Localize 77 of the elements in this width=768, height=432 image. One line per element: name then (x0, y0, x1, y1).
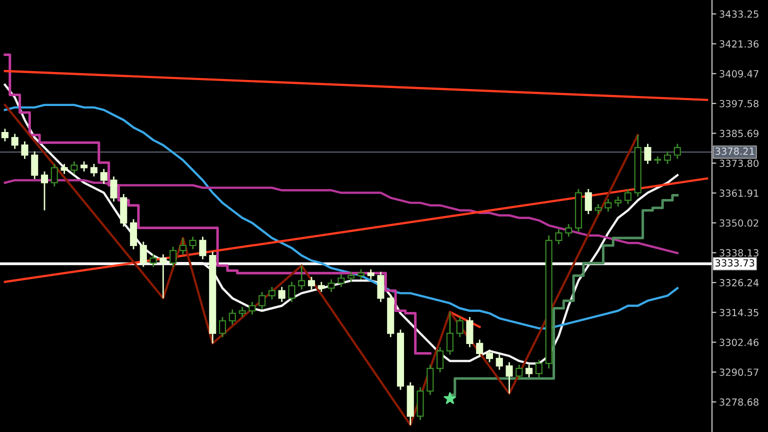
candlestick (31, 150, 38, 180)
candlestick (348, 271, 355, 283)
candlestick (664, 150, 672, 165)
y-tick-label: 3278.68 (720, 398, 758, 406)
candlestick (50, 163, 58, 188)
y-tick-label: 3290.57 (720, 368, 758, 376)
candlestick (496, 354, 503, 370)
y-tick-label: 3326.24 (720, 279, 759, 286)
candlestick (377, 271, 384, 303)
candlestick (110, 176, 118, 202)
candlestick (584, 188, 592, 215)
candlestick (565, 223, 572, 238)
candlestick (160, 254, 167, 299)
y-tick-label: 3361.91 (720, 189, 758, 197)
candlestick (90, 163, 98, 178)
candlestick (476, 338, 484, 358)
candlestick (238, 306, 246, 318)
y-tick-label: 3350.02 (720, 219, 758, 227)
candlestick (40, 170, 48, 212)
candlestick (486, 348, 494, 363)
candlestick (218, 316, 226, 338)
candlestick (644, 143, 652, 165)
candlestick (268, 286, 276, 300)
ref-line-label: 3378.21 (716, 148, 754, 155)
candlestick (318, 281, 325, 293)
candlestick (150, 254, 157, 268)
y-tick-label: 3373.80 (720, 160, 759, 167)
line-series (4, 104, 639, 426)
candlestick (594, 203, 602, 215)
y-tick-label: 3385.69 (720, 130, 758, 138)
candlestick (516, 364, 523, 380)
candlestick (426, 364, 434, 396)
candlestick (130, 218, 138, 250)
candlestick (436, 346, 444, 373)
candlestick (604, 198, 612, 212)
candlestick (466, 316, 474, 348)
candlestick (258, 291, 266, 310)
y-tick-label: 3302.46 (720, 338, 759, 346)
candlestick (288, 281, 296, 303)
candlestick (100, 168, 108, 185)
candlestick (357, 268, 364, 280)
candlestick (1, 128, 8, 142)
candlestick (140, 241, 147, 268)
y-tick-label: 3397.58 (720, 100, 758, 108)
y-tick-label: 3314.35 (720, 308, 758, 316)
candlestick (506, 362, 513, 394)
candlestick (179, 237, 186, 255)
candlestick (674, 143, 681, 160)
candlestick (338, 274, 345, 288)
candlestick (248, 301, 256, 316)
candlestick (298, 264, 306, 290)
ref-line-label: 3333.73 (716, 259, 754, 267)
line-series (4, 104, 678, 330)
candlestick (278, 286, 286, 303)
candlestick (189, 236, 196, 250)
candlestick (456, 316, 464, 338)
candlestick (526, 364, 533, 378)
candlestick (624, 188, 632, 205)
candlestick (70, 160, 78, 175)
y-tick-label: 3421.36 (720, 40, 759, 48)
candlestick (328, 278, 335, 293)
y-tick-label: 3338.13 (720, 249, 758, 257)
candlestick (228, 308, 236, 326)
candlestick (170, 246, 177, 268)
candlestick (11, 133, 18, 150)
candlestick (80, 160, 88, 172)
candlestick (535, 359, 542, 378)
candlestick (199, 236, 206, 260)
candlestick (446, 311, 454, 356)
y-tick-label: 3409.47 (720, 70, 758, 78)
candlestick (308, 276, 316, 290)
candlestick (614, 196, 622, 208)
candlestick (367, 268, 374, 280)
candlestick (21, 140, 28, 160)
candlestick (555, 228, 562, 245)
y-tick-label: 3433.25 (720, 10, 758, 18)
candlestick (60, 163, 68, 175)
